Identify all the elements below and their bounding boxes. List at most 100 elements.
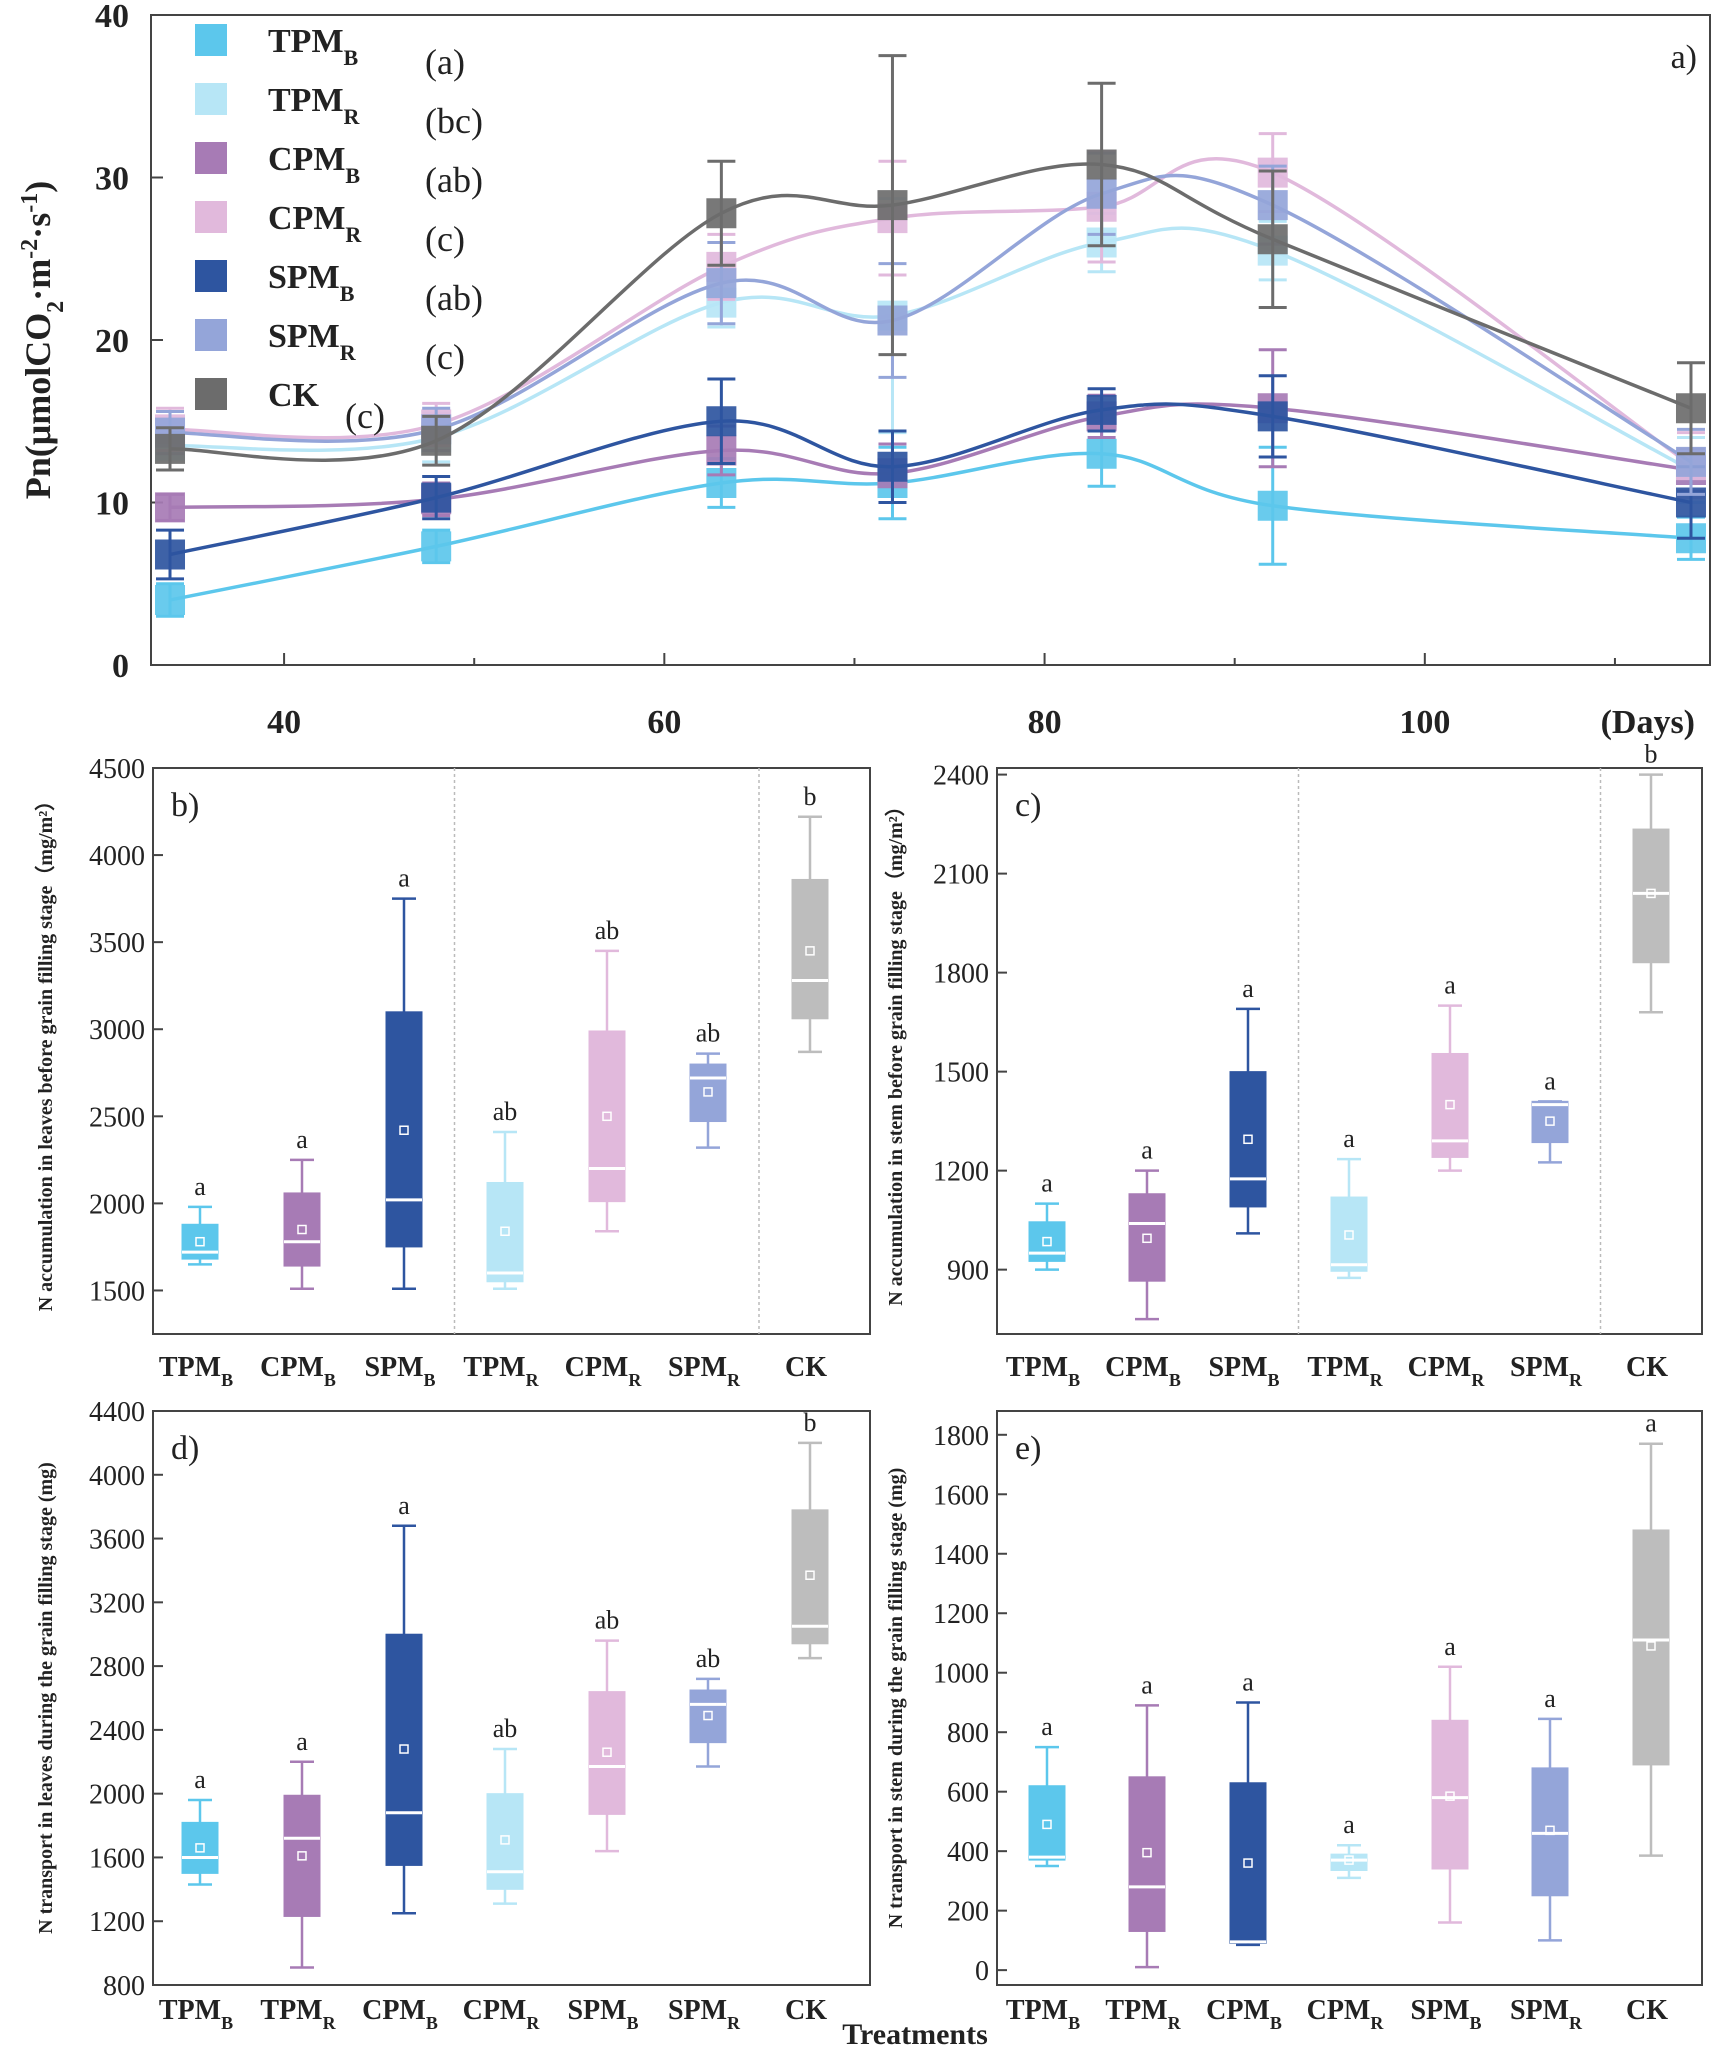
legend-swatch-CK — [195, 378, 227, 410]
box-e — [1330, 1853, 1368, 1871]
y-tick-label-b: 4500 — [89, 754, 145, 785]
mean-marker-b — [195, 1236, 205, 1247]
y-tick-label-d: 4000 — [89, 1461, 145, 1492]
mean-marker-e — [1646, 1641, 1656, 1651]
mean-marker-e — [1243, 1858, 1253, 1868]
legend-label-TPM_B: TPMB — [268, 23, 359, 70]
box-d — [486, 1793, 524, 1890]
legend-significance-CPM_R: (c) — [425, 219, 465, 259]
x-tick-label-e: CK — [1626, 1995, 1668, 2026]
significance-label-b: ab — [595, 916, 620, 945]
significance-label-c: a — [1444, 971, 1456, 1000]
panel-label-e: e) — [1015, 1430, 1041, 1467]
data-point-CK — [877, 190, 908, 221]
significance-label-d: b — [804, 1408, 817, 1437]
significance-label-e: a — [1242, 1667, 1254, 1696]
y-tick-label-d: 3600 — [89, 1525, 145, 1556]
significance-label-c: a — [1343, 1124, 1355, 1153]
mean-marker-c — [1646, 888, 1656, 899]
box-c — [1330, 1196, 1368, 1272]
legend-label-CK: CK — [268, 377, 320, 414]
legend-significance-SPM_B: (ab) — [425, 278, 483, 318]
mean-marker-c — [1445, 1099, 1455, 1110]
y-tick-label-d: 1600 — [89, 1843, 145, 1874]
plot-frame-a — [150, 14, 1711, 666]
legend-label-TPM_R: TPMR — [268, 82, 361, 129]
mean-marker-c — [1545, 1116, 1555, 1126]
x-tick-label-b: SPMB — [364, 1352, 435, 1390]
significance-label-d: a — [194, 1765, 206, 1794]
data-point-CK — [1086, 149, 1117, 180]
panel-label-c: c) — [1015, 787, 1041, 824]
y-tick-label-d: 3200 — [89, 1588, 145, 1619]
legend-swatch-TPM_R — [195, 83, 227, 115]
mean-marker-e — [1344, 1855, 1354, 1865]
legend-significance-TPM_B: (a) — [425, 42, 465, 82]
y-tick-label-a: 0 — [112, 648, 129, 685]
box-c — [1229, 1071, 1267, 1208]
series-line-CPM_B — [169, 402, 1692, 510]
x-tick-label-e: CPMR — [1307, 1995, 1385, 2033]
y-tick-label-e: 600 — [947, 1778, 989, 1809]
y-tick-label-d: 1200 — [89, 1907, 145, 1938]
y-tick-label-b: 2000 — [89, 1189, 145, 1220]
y-tick-label-b: 3500 — [89, 928, 145, 959]
legend-swatch-CPM_R — [195, 201, 227, 233]
box-d — [283, 1794, 321, 1917]
x-tick-label-c: TPMB — [1006, 1352, 1080, 1390]
chart-d: 800 1200 1600 2000 2400 2800 3200 3600 4000 4400 d… — [35, 1397, 871, 2033]
y-tick-label-c: 1200 — [933, 1157, 989, 1188]
data-point-SPM_B — [421, 482, 452, 513]
x-tick-label-b: TPMR — [463, 1352, 539, 1390]
box-b — [791, 878, 829, 1020]
significance-label-d: ab — [595, 1606, 620, 1635]
mean-marker-c — [1344, 1230, 1354, 1240]
x-tick-label-c: CPMB — [1105, 1352, 1181, 1390]
x-tick-label-c: SPMR — [1510, 1352, 1583, 1390]
data-point-SPM_B — [1257, 401, 1288, 432]
box-e — [1128, 1776, 1166, 1932]
chart-c: 900 1200 1500 1800 2100 2400 c) N accumulation … — [884, 740, 1703, 1390]
box-e — [1632, 1529, 1670, 1766]
box-c — [1028, 1221, 1066, 1262]
x-tick-label-e: CPMB — [1206, 1995, 1282, 2033]
box-d — [791, 1509, 829, 1645]
box-d — [689, 1689, 727, 1744]
x-tick-label-d: CPMR — [463, 1995, 541, 2033]
x-tick-label-a: 60 — [647, 704, 681, 741]
data-point-CPM_B — [155, 492, 186, 523]
x-tick-label-d: TPMR — [260, 1995, 336, 2033]
legend-significance-CPM_B: (ab) — [425, 160, 483, 200]
x-tick-label-d: SPMB — [567, 1995, 638, 2033]
mean-marker-d — [399, 1744, 409, 1754]
panel-label-d: d) — [171, 1430, 199, 1467]
significance-label-d: a — [296, 1727, 308, 1756]
series-line-SPM_R — [169, 173, 1692, 464]
legend-swatch-SPM_R — [195, 319, 227, 351]
data-point-TPM_B — [1086, 438, 1117, 469]
x-axis-label-a: (Days) — [1601, 704, 1695, 741]
significance-label-e: a — [1444, 1632, 1456, 1661]
mean-marker-b — [703, 1087, 713, 1097]
chart-e: 0 200 400 600 800 1000 1200 1400 1600 1800 e) N tra… — [842, 1409, 1703, 2047]
significance-label-d: a — [398, 1491, 410, 1520]
x-tick-label-c: CPMR — [1408, 1352, 1486, 1390]
x-tick-label-b: CPMB — [260, 1352, 336, 1390]
significance-label-c: a — [1242, 974, 1254, 1003]
y-tick-label-b: 4000 — [89, 841, 145, 872]
box-b — [385, 1011, 423, 1248]
mean-marker-d — [805, 1570, 815, 1580]
box-d — [385, 1633, 423, 1866]
y-tick-label-c: 2100 — [933, 860, 989, 891]
significance-label-b: ab — [493, 1097, 518, 1126]
x-tick-label-b: CK — [785, 1352, 827, 1383]
y-axis-label-b: N accumulation in leaves before grain fi… — [34, 791, 57, 1312]
data-point-CK — [421, 425, 452, 456]
mean-marker-d — [297, 1851, 307, 1861]
y-tick-label-c: 1500 — [933, 1058, 989, 1089]
significance-label-c: a — [1141, 1136, 1153, 1165]
y-tick-label-c: 1800 — [933, 959, 989, 990]
mean-marker-c — [1243, 1134, 1253, 1145]
y-axis-label-d: N transport in leaves during the grain f… — [35, 1462, 57, 1934]
